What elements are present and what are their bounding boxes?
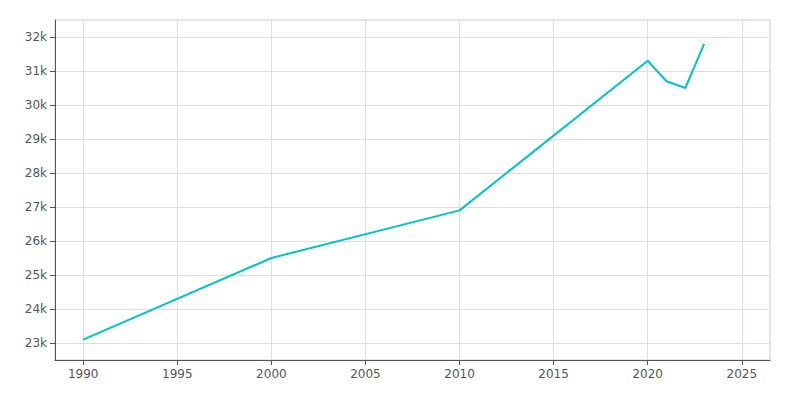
svg-text:2010: 2010	[444, 367, 475, 381]
svg-text:29k: 29k	[25, 132, 47, 146]
svg-text:2025: 2025	[727, 367, 758, 381]
svg-text:26k: 26k	[25, 234, 47, 248]
svg-text:2015: 2015	[538, 367, 569, 381]
svg-text:1990: 1990	[68, 367, 99, 381]
svg-text:27k: 27k	[25, 200, 47, 214]
svg-text:32k: 32k	[25, 30, 47, 44]
svg-text:23k: 23k	[25, 336, 47, 350]
svg-text:31k: 31k	[25, 64, 47, 78]
svg-text:2005: 2005	[350, 367, 381, 381]
svg-text:2020: 2020	[632, 367, 663, 381]
svg-text:28k: 28k	[25, 166, 47, 180]
svg-text:25k: 25k	[25, 268, 47, 282]
svg-text:30k: 30k	[25, 98, 47, 112]
svg-text:1995: 1995	[162, 367, 193, 381]
svg-text:2000: 2000	[256, 367, 287, 381]
svg-text:24k: 24k	[25, 302, 47, 316]
